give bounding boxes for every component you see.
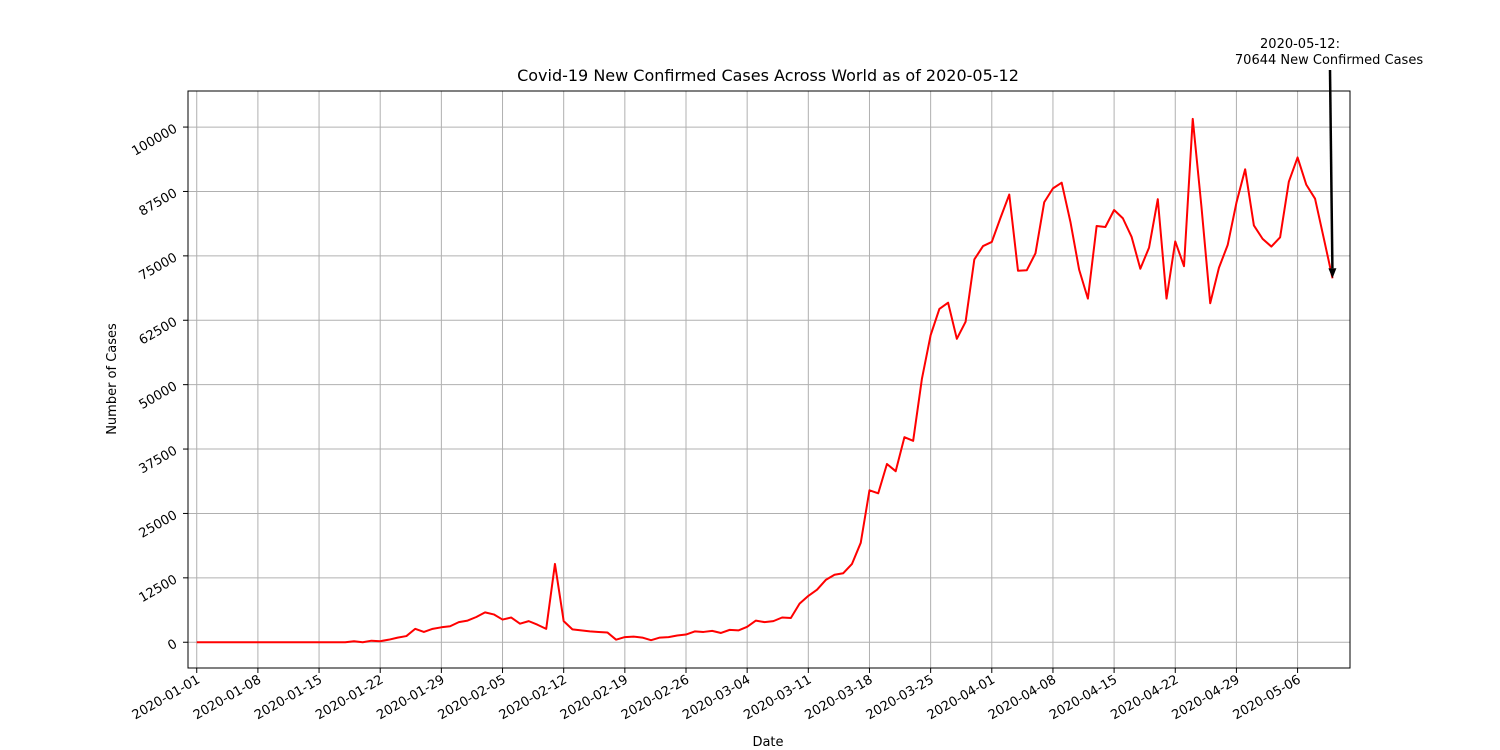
plot-frame xyxy=(187,90,1351,669)
x-tick-label: 2020-01-29 xyxy=(374,672,447,723)
y-tick-label: 100000 xyxy=(130,122,180,160)
x-tick-label: 2020-01-15 xyxy=(252,672,325,723)
x-tick-label: 2020-01-08 xyxy=(191,672,264,723)
x-tick-label: 2020-02-26 xyxy=(619,672,692,723)
y-tick-label: 62500 xyxy=(137,315,180,349)
annotation-arrow-head xyxy=(1328,268,1337,279)
annotation: 2020-05-12: 70644 New Confirmed Cases xyxy=(1235,37,1423,279)
y-tick-label: 25000 xyxy=(137,508,180,542)
x-tick-label: 2020-02-19 xyxy=(558,672,631,723)
x-tick-label: 2020-05-06 xyxy=(1231,672,1304,723)
x-tick-label: 2020-04-01 xyxy=(925,672,998,723)
x-tick-label: 2020-04-08 xyxy=(986,672,1059,723)
y-tick-label: 50000 xyxy=(137,379,180,413)
x-tick-label: 2020-01-01 xyxy=(130,672,203,723)
x-tick-label: 2020-01-22 xyxy=(313,672,386,723)
annotation-line1: 2020-05-12: xyxy=(1260,37,1340,52)
x-tick-label: 2020-04-15 xyxy=(1047,672,1120,723)
x-tick-label: 2020-02-12 xyxy=(497,672,570,723)
series-layer xyxy=(196,117,1334,644)
x-tick-label: 2020-03-18 xyxy=(803,672,876,723)
series-line-0 xyxy=(196,117,1334,644)
annotation-arrow-shaft xyxy=(1328,69,1334,269)
x-tick-label: 2020-03-04 xyxy=(680,672,753,723)
y-axis-label: Number of Cases xyxy=(105,323,120,435)
y-tick-label: 0 xyxy=(165,637,180,654)
x-tick-label: 2020-04-29 xyxy=(1169,672,1242,723)
x-tick-label: 2020-03-11 xyxy=(741,672,814,723)
grid-layer xyxy=(188,91,1350,668)
annotation-line2: 70644 New Confirmed Cases xyxy=(1235,53,1423,68)
y-tick-label: 37500 xyxy=(137,444,180,478)
tick-layer: 2020-01-012020-01-082020-01-152020-01-22… xyxy=(130,122,1304,724)
x-tick-label: 2020-03-25 xyxy=(864,672,937,723)
x-tick-label: 2020-04-22 xyxy=(1108,672,1181,723)
y-tick-label: 75000 xyxy=(137,250,180,284)
chart-title: Covid-19 New Confirmed Cases Across Worl… xyxy=(517,66,1019,85)
y-tick-label: 87500 xyxy=(137,186,180,220)
x-axis-label: Date xyxy=(752,735,783,750)
x-tick-label: 2020-02-05 xyxy=(436,672,509,723)
y-tick-label: 12500 xyxy=(137,572,180,606)
